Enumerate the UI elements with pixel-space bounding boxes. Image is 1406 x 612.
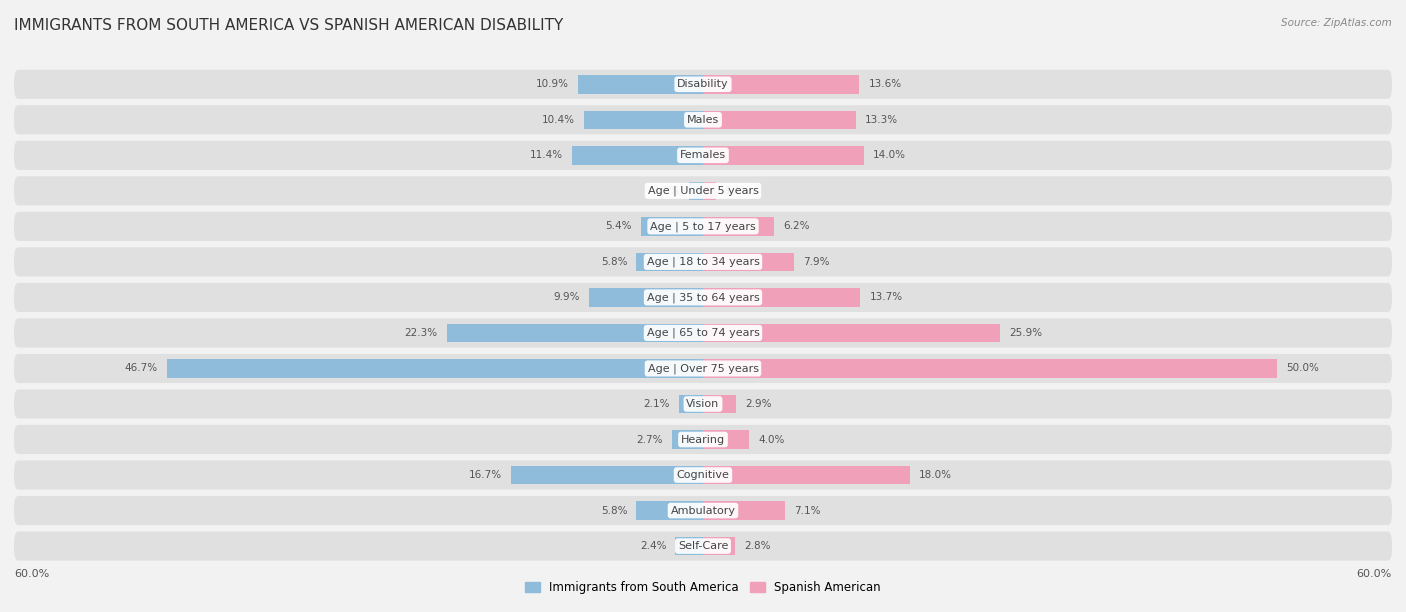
Text: IMMIGRANTS FROM SOUTH AMERICA VS SPANISH AMERICAN DISABILITY: IMMIGRANTS FROM SOUTH AMERICA VS SPANISH… bbox=[14, 18, 564, 34]
Text: 2.7%: 2.7% bbox=[637, 435, 662, 444]
Text: Age | 5 to 17 years: Age | 5 to 17 years bbox=[650, 221, 756, 231]
Bar bbox=[703, 430, 749, 449]
Text: 7.1%: 7.1% bbox=[794, 506, 820, 515]
FancyBboxPatch shape bbox=[14, 531, 1392, 561]
Text: 16.7%: 16.7% bbox=[470, 470, 502, 480]
Text: 5.8%: 5.8% bbox=[600, 506, 627, 515]
Text: 1.2%: 1.2% bbox=[654, 186, 681, 196]
Text: 9.9%: 9.9% bbox=[554, 293, 581, 302]
Text: 60.0%: 60.0% bbox=[14, 569, 49, 579]
Bar bbox=[703, 359, 1277, 378]
Text: 2.1%: 2.1% bbox=[643, 399, 669, 409]
FancyBboxPatch shape bbox=[14, 425, 1392, 454]
Text: Self-Care: Self-Care bbox=[678, 541, 728, 551]
Bar bbox=[637, 253, 703, 271]
Text: 60.0%: 60.0% bbox=[1357, 569, 1392, 579]
Text: 10.4%: 10.4% bbox=[541, 115, 575, 125]
Bar bbox=[703, 217, 775, 236]
FancyBboxPatch shape bbox=[14, 389, 1392, 419]
Text: Age | 18 to 34 years: Age | 18 to 34 years bbox=[647, 256, 759, 267]
Bar bbox=[637, 501, 703, 520]
FancyBboxPatch shape bbox=[14, 70, 1392, 99]
Bar bbox=[703, 466, 910, 484]
Text: Source: ZipAtlas.com: Source: ZipAtlas.com bbox=[1281, 18, 1392, 28]
Text: 22.3%: 22.3% bbox=[405, 328, 437, 338]
Text: 5.4%: 5.4% bbox=[606, 222, 631, 231]
Bar bbox=[703, 253, 794, 271]
Text: 11.4%: 11.4% bbox=[530, 151, 562, 160]
Text: 7.9%: 7.9% bbox=[803, 257, 830, 267]
Text: 5.8%: 5.8% bbox=[600, 257, 627, 267]
Bar bbox=[703, 146, 863, 165]
Text: 2.9%: 2.9% bbox=[745, 399, 772, 409]
Text: 6.2%: 6.2% bbox=[783, 222, 810, 231]
Bar bbox=[703, 537, 735, 555]
Text: Females: Females bbox=[681, 151, 725, 160]
Text: Males: Males bbox=[688, 115, 718, 125]
Text: 25.9%: 25.9% bbox=[1010, 328, 1043, 338]
FancyBboxPatch shape bbox=[14, 141, 1392, 170]
Bar bbox=[703, 395, 737, 413]
FancyBboxPatch shape bbox=[14, 318, 1392, 348]
Text: 46.7%: 46.7% bbox=[125, 364, 157, 373]
Bar bbox=[589, 288, 703, 307]
FancyBboxPatch shape bbox=[14, 496, 1392, 525]
Text: 50.0%: 50.0% bbox=[1286, 364, 1319, 373]
Bar bbox=[703, 182, 716, 200]
Bar bbox=[167, 359, 703, 378]
Legend: Immigrants from South America, Spanish American: Immigrants from South America, Spanish A… bbox=[520, 577, 886, 599]
Bar bbox=[641, 217, 703, 236]
Text: 13.3%: 13.3% bbox=[865, 115, 898, 125]
Text: Disability: Disability bbox=[678, 80, 728, 89]
Text: 13.6%: 13.6% bbox=[869, 80, 901, 89]
FancyBboxPatch shape bbox=[14, 354, 1392, 383]
Text: 10.9%: 10.9% bbox=[536, 80, 568, 89]
FancyBboxPatch shape bbox=[14, 212, 1392, 241]
FancyBboxPatch shape bbox=[14, 460, 1392, 490]
Bar bbox=[703, 501, 785, 520]
Text: 18.0%: 18.0% bbox=[920, 470, 952, 480]
Bar bbox=[703, 288, 860, 307]
Bar bbox=[689, 182, 703, 200]
FancyBboxPatch shape bbox=[14, 105, 1392, 135]
Bar bbox=[703, 75, 859, 94]
Text: 2.4%: 2.4% bbox=[640, 541, 666, 551]
FancyBboxPatch shape bbox=[14, 283, 1392, 312]
Bar bbox=[703, 324, 1001, 342]
Text: Age | Under 5 years: Age | Under 5 years bbox=[648, 185, 758, 196]
Text: Age | 35 to 64 years: Age | 35 to 64 years bbox=[647, 292, 759, 303]
Text: Age | 65 to 74 years: Age | 65 to 74 years bbox=[647, 327, 759, 338]
Text: Hearing: Hearing bbox=[681, 435, 725, 444]
Text: 13.7%: 13.7% bbox=[869, 293, 903, 302]
Bar bbox=[572, 146, 703, 165]
Text: 2.8%: 2.8% bbox=[744, 541, 770, 551]
Text: 14.0%: 14.0% bbox=[873, 151, 905, 160]
Text: Age | Over 75 years: Age | Over 75 years bbox=[648, 363, 758, 374]
Text: 1.1%: 1.1% bbox=[725, 186, 751, 196]
Bar bbox=[512, 466, 703, 484]
FancyBboxPatch shape bbox=[14, 247, 1392, 277]
Text: Ambulatory: Ambulatory bbox=[671, 506, 735, 515]
Text: Cognitive: Cognitive bbox=[676, 470, 730, 480]
Text: 4.0%: 4.0% bbox=[758, 435, 785, 444]
Bar bbox=[703, 111, 856, 129]
Bar bbox=[447, 324, 703, 342]
Bar bbox=[583, 111, 703, 129]
Bar bbox=[578, 75, 703, 94]
Bar bbox=[679, 395, 703, 413]
FancyBboxPatch shape bbox=[14, 176, 1392, 206]
Bar bbox=[675, 537, 703, 555]
Text: Vision: Vision bbox=[686, 399, 720, 409]
Bar bbox=[672, 430, 703, 449]
